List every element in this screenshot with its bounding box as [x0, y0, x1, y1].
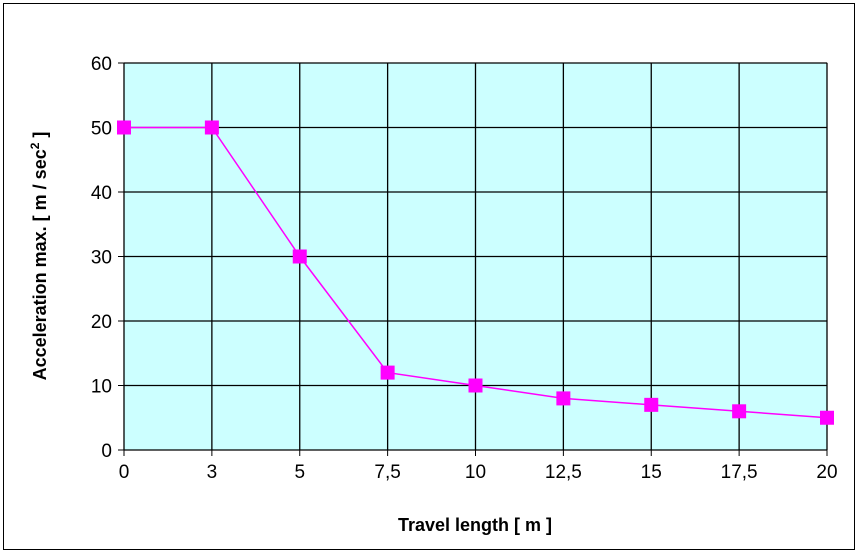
series-markers	[117, 120, 834, 425]
x-tick-label-1: 3	[207, 462, 218, 483]
y-tick-label-4: 40	[91, 183, 112, 204]
y-axis-title: Acceleration max. [ m / sec2 ]	[28, 132, 50, 381]
y-axis-title-end: ]	[30, 132, 50, 143]
data-point-1	[204, 120, 219, 135]
y-tick-label-6: 60	[91, 54, 112, 75]
data-point-0	[117, 120, 131, 135]
x-tick-label-3: 7,5	[374, 462, 400, 483]
y-tick-label-0: 0	[101, 441, 112, 462]
data-point-3	[380, 365, 395, 380]
data-point-7	[732, 404, 747, 419]
data-point-8	[820, 410, 834, 425]
y-tick-label-5: 50	[91, 119, 112, 140]
y-tick-label-1: 10	[91, 377, 112, 398]
data-point-6	[644, 397, 659, 412]
x-tick-label-5: 12,5	[545, 462, 582, 483]
x-tick-label-0: 0	[119, 462, 130, 483]
x-axis-ticks: 0 3 5 7,5 10 12,5 15 17,5 20	[119, 450, 838, 483]
y-axis-ticks: 0 10 20 30 40 50 60	[91, 54, 124, 462]
x-tick-label-7: 17,5	[721, 462, 758, 483]
y-axis-title-main: Acceleration max. [ m / sec	[30, 149, 50, 380]
x-tick-label-4: 10	[465, 462, 486, 483]
x-tick-label-8: 20	[816, 462, 837, 483]
x-axis-title: Travel length [ m ]	[398, 515, 552, 535]
data-point-5	[556, 391, 571, 406]
x-tick-label-6: 15	[641, 462, 662, 483]
y-tick-label-3: 30	[91, 248, 112, 269]
data-point-2	[292, 249, 307, 264]
x-tick-label-2: 5	[294, 462, 305, 483]
y-axis-title-superscript: 2	[28, 142, 42, 149]
y-tick-label-2: 20	[91, 312, 112, 333]
data-point-4	[468, 378, 483, 393]
